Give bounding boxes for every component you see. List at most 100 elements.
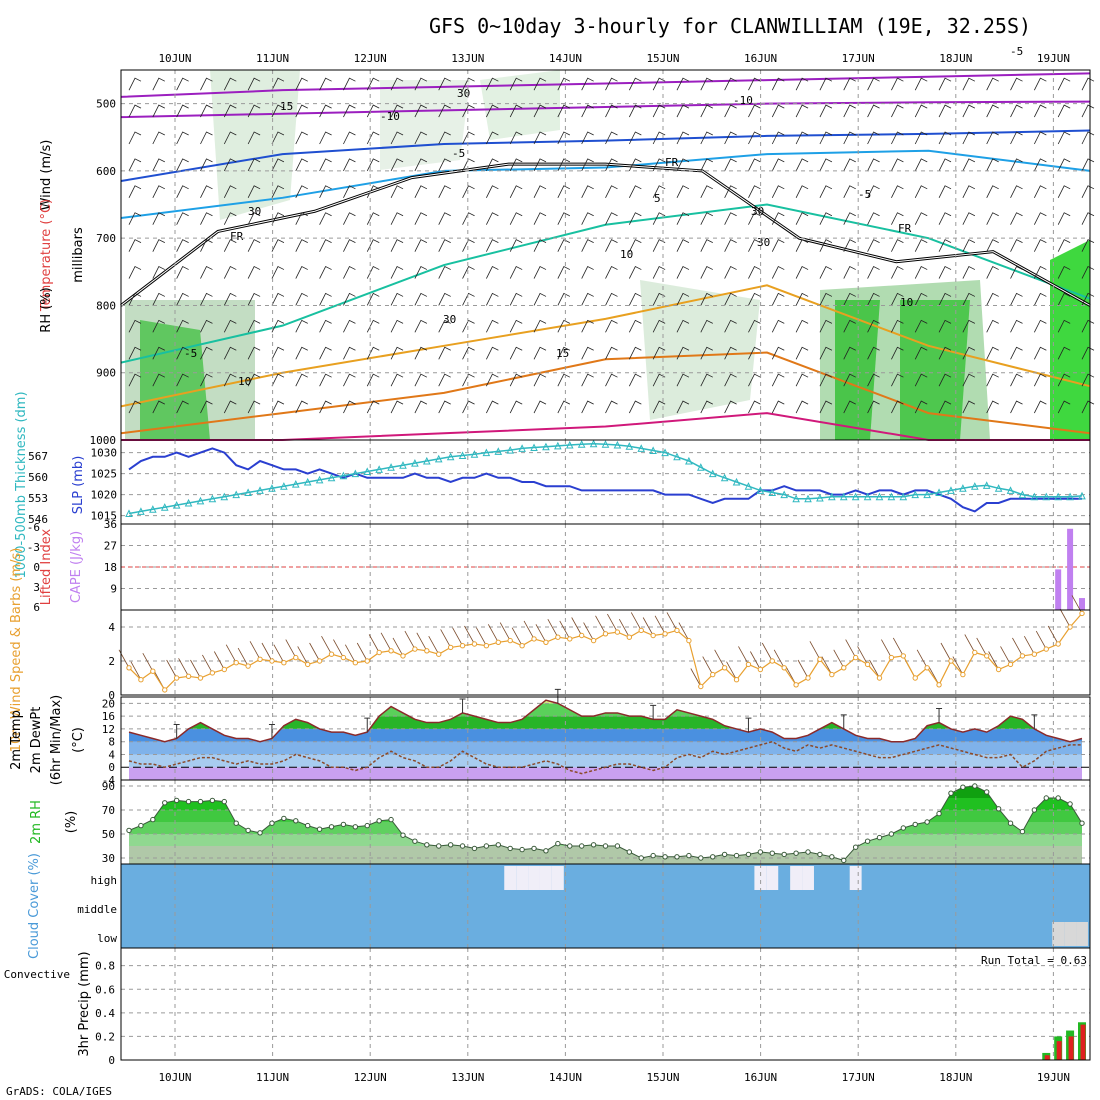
wind-speed-point bbox=[376, 649, 382, 656]
rh-point bbox=[614, 843, 621, 849]
wind-barb bbox=[176, 239, 189, 252]
wind-barb bbox=[247, 239, 261, 252]
wind-barb bbox=[843, 131, 856, 145]
rh-point bbox=[995, 806, 1002, 812]
cape-tick: 36 bbox=[104, 518, 117, 531]
rh-point bbox=[126, 827, 132, 834]
thickness-point bbox=[554, 441, 562, 450]
wind-barb bbox=[843, 400, 856, 414]
wind-barb bbox=[938, 158, 952, 172]
wind-barb bbox=[499, 622, 511, 641]
wind-barb bbox=[916, 649, 928, 668]
wind-barb bbox=[414, 346, 428, 360]
wind-barb bbox=[676, 239, 690, 252]
wind-barb bbox=[1057, 239, 1071, 252]
wind-barb bbox=[213, 651, 225, 670]
wind-barb bbox=[1081, 373, 1095, 387]
thickness-line bbox=[128, 443, 1083, 515]
rh-point bbox=[221, 798, 228, 805]
wind-barb bbox=[676, 185, 690, 198]
wind-barb bbox=[952, 656, 964, 675]
thickness-point bbox=[851, 492, 860, 501]
rh-point bbox=[698, 855, 704, 861]
wind-barb bbox=[795, 158, 809, 172]
rh-point bbox=[531, 845, 537, 852]
thickness-point bbox=[732, 477, 741, 486]
wind-speed-point bbox=[960, 671, 966, 678]
wind-barb bbox=[938, 77, 952, 91]
wind-barb bbox=[700, 346, 713, 360]
wind-speed-point bbox=[138, 677, 144, 683]
wind-barb bbox=[914, 400, 928, 414]
wind-barb bbox=[771, 104, 785, 118]
rh-bands bbox=[129, 786, 1082, 864]
wind-barb bbox=[390, 77, 404, 91]
wind-barb bbox=[962, 212, 976, 225]
wind-barb bbox=[1057, 266, 1071, 279]
wind-speed-point bbox=[686, 637, 692, 644]
wind-barb bbox=[366, 346, 380, 360]
high-cloud-cell bbox=[516, 866, 529, 890]
wind-barb bbox=[795, 104, 809, 118]
wind-speed-point bbox=[829, 671, 835, 678]
wind-barb bbox=[249, 641, 261, 660]
rh-shade bbox=[1050, 240, 1090, 440]
wind-barb bbox=[1033, 212, 1047, 225]
thickness-point bbox=[970, 482, 979, 490]
wind-barb bbox=[1033, 239, 1047, 252]
temp-band bbox=[129, 741, 1082, 755]
wind-barb bbox=[533, 346, 547, 360]
thickness-point bbox=[160, 503, 169, 511]
contour-label: 15 bbox=[280, 100, 293, 113]
wind-barb bbox=[795, 400, 809, 414]
wind-barb bbox=[295, 239, 308, 252]
rh-point bbox=[459, 843, 466, 849]
wind-barb bbox=[605, 400, 618, 414]
thickness-point bbox=[661, 448, 669, 457]
rh-point bbox=[793, 850, 799, 856]
wind-barb bbox=[819, 266, 833, 279]
wind-barb bbox=[714, 649, 725, 668]
wind-barb bbox=[557, 131, 571, 145]
wind-barb bbox=[366, 239, 380, 252]
wind-barb bbox=[271, 346, 285, 360]
wind-barb bbox=[176, 185, 189, 198]
wind-barb bbox=[390, 373, 404, 387]
wind-barb bbox=[891, 158, 904, 172]
wind-barb bbox=[1057, 131, 1071, 145]
thickness-point bbox=[208, 494, 217, 503]
pressure-tick: 900 bbox=[96, 367, 116, 380]
wind-barb bbox=[938, 292, 952, 306]
wind-barb bbox=[628, 131, 642, 145]
wind-barb bbox=[509, 292, 523, 306]
y-label-precip: 3hr Precip (mm) bbox=[77, 951, 92, 1056]
wind-barb bbox=[881, 639, 892, 658]
y-label-dewpoint: 2m DewPt bbox=[29, 707, 44, 774]
wind-barb bbox=[247, 400, 261, 414]
bottom-date-axis: 10JUN 11JUN 12JUN 13JUN 14JUN 15JUN 16JUN 17JUN… bbox=[158, 1071, 1070, 1084]
wind-barb bbox=[843, 185, 856, 198]
wind-barb bbox=[414, 77, 428, 91]
wind-tick: 0 bbox=[108, 689, 115, 702]
wind-barb bbox=[511, 627, 523, 646]
wind-speed-point bbox=[578, 632, 585, 639]
wind-barb bbox=[271, 373, 285, 387]
wind-barb bbox=[819, 319, 833, 333]
wind-barb bbox=[938, 319, 952, 333]
wind-barb bbox=[557, 292, 571, 306]
wind-barb bbox=[223, 266, 237, 279]
wind-barb bbox=[533, 185, 547, 198]
wind-barb bbox=[605, 104, 618, 118]
wind-barb bbox=[486, 373, 499, 387]
wind-barb bbox=[962, 346, 976, 360]
wind-speed-point bbox=[662, 631, 668, 637]
thickness-point bbox=[994, 484, 1003, 492]
rh-point bbox=[436, 843, 442, 849]
wind-barb bbox=[309, 642, 320, 662]
wind-barb bbox=[200, 346, 213, 360]
wind-speed-point bbox=[209, 670, 216, 676]
contour-label: 15 bbox=[556, 347, 569, 360]
wind-barb bbox=[176, 212, 189, 225]
wind-barb bbox=[533, 131, 547, 145]
wind-barb bbox=[676, 212, 690, 225]
